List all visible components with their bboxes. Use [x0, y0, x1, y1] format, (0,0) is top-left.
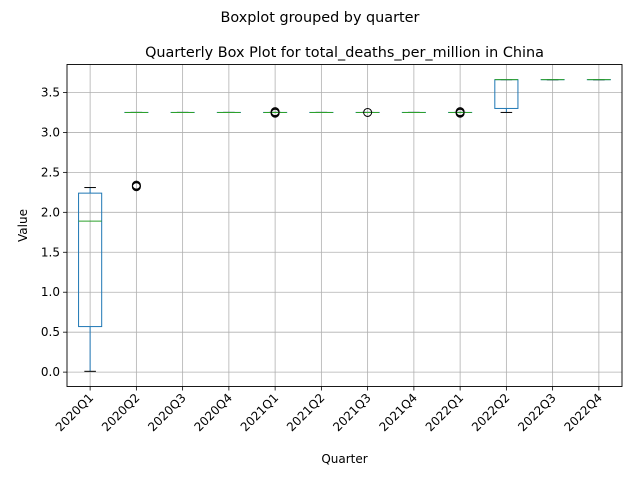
y-axis-ticks: 0.0 0.5 1.0 1.5 2.0 2.5 3.0 3.5: [41, 85, 67, 379]
box-2022Q2: [494, 79, 519, 113]
y-tick-label: 0.0: [41, 365, 60, 379]
box-2020Q2: [124, 111, 149, 192]
y-tick-label: 2.5: [41, 165, 60, 179]
outlier-point: [363, 107, 373, 117]
y-axis-label: Value: [16, 209, 30, 242]
box-2021Q1: [263, 107, 288, 118]
y-tick-label: 2.0: [41, 205, 60, 219]
box-plots: [78, 79, 611, 372]
y-tick-label: 1.5: [41, 245, 60, 259]
plot-area-frame: [66, 64, 623, 387]
box-2022Q1: [448, 107, 473, 118]
iqr-box: [78, 192, 103, 328]
y-tick-label: 0.5: [41, 325, 60, 339]
box-2020Q1: [78, 187, 103, 372]
outlier-point: [455, 107, 465, 117]
box-2021Q3: [355, 107, 380, 117]
y-tick-label: 1.0: [41, 285, 60, 299]
x-axis-label: Quarter: [321, 452, 367, 466]
figure-suptitle: Boxplot grouped by quarter: [221, 10, 420, 26]
y-tick-label: 3.5: [41, 85, 60, 99]
y-tick-label: 3.0: [41, 125, 60, 139]
outlier-point: [270, 107, 280, 117]
grid-lines: [67, 64, 622, 387]
chart-title: Quarterly Box Plot for total_deaths_per_…: [145, 45, 544, 61]
outlier-point: [131, 180, 141, 190]
